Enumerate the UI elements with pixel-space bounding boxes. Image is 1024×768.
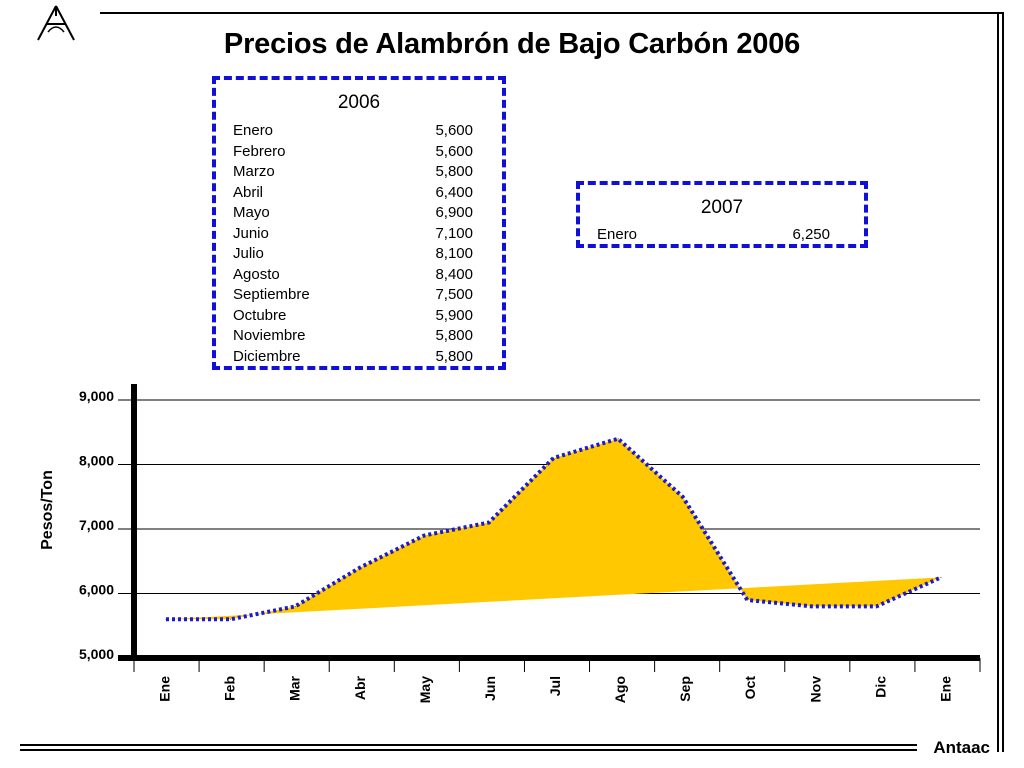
table-row: Enero 6,250 xyxy=(597,225,837,246)
table-row: Febrero 5,600 xyxy=(233,142,473,163)
x-tick-label: Dic xyxy=(872,676,888,698)
frame-top-line xyxy=(100,12,1004,14)
table-row: Octubre 5,900 xyxy=(233,306,473,327)
table-row: Diciembre 5,800 xyxy=(233,347,473,368)
data-point xyxy=(359,567,361,569)
footer-brand: Antaac xyxy=(933,738,990,757)
price-value: 7,500 xyxy=(435,286,473,303)
month-label: Abril xyxy=(233,183,264,201)
table-row: Enero 5,600 xyxy=(233,121,473,142)
table-row: Marzo 5,800 xyxy=(233,162,473,183)
data-point xyxy=(488,522,490,524)
data-point xyxy=(165,618,167,620)
month-label: Enero xyxy=(597,226,638,243)
table-2006-year: 2006 xyxy=(337,92,381,113)
data-point xyxy=(553,457,554,459)
month-label: Enero xyxy=(233,122,274,139)
price-value: 5,600 xyxy=(435,142,473,160)
frame-right-inner xyxy=(997,12,999,752)
table-row: Mayo 6,900 xyxy=(233,203,473,224)
x-tick-label: Mar xyxy=(287,675,303,700)
price-value: 8,100 xyxy=(435,245,473,262)
month-label: Agosto xyxy=(233,265,280,283)
data-point xyxy=(617,438,619,440)
month-label: Marzo xyxy=(233,163,275,180)
data-point xyxy=(940,576,942,578)
frame-bottom-outer xyxy=(20,749,917,751)
page-title: Precios de Alambrón de Bajo Carbón 2006 xyxy=(223,28,801,60)
price-value: 5,800 xyxy=(435,327,473,344)
x-tick-label: Jun xyxy=(482,676,498,701)
antaac-logo-icon xyxy=(37,5,75,41)
month-label: Febrero xyxy=(233,142,286,160)
data-point xyxy=(423,534,425,536)
y-tick-label: 5,000 xyxy=(79,646,114,662)
price-value: 5,800 xyxy=(435,347,473,365)
table-row: Septiembre 7,500 xyxy=(233,285,473,306)
month-label: Octubre xyxy=(233,306,287,324)
table-2006-box: 2006 Enero 5,600 Febrero 5,600 Marzo 5,800 Abr… xyxy=(212,76,506,370)
table-2007-rows: Enero 6,250 xyxy=(597,225,837,246)
price-value: 6,250 xyxy=(792,226,830,243)
price-area xyxy=(166,438,941,620)
month-label: Julio xyxy=(233,245,264,262)
price-value: 5,900 xyxy=(435,306,473,324)
table-row: Noviembre 5,800 xyxy=(233,326,473,347)
table-row: Agosto 8,400 xyxy=(233,265,473,286)
price-value: 7,100 xyxy=(435,224,473,242)
x-tick-label: Abr xyxy=(352,675,368,700)
month-label: Diciembre xyxy=(233,347,301,365)
data-point xyxy=(230,618,232,620)
x-tick-label: May xyxy=(417,676,433,703)
x-tick-label: Feb xyxy=(222,676,238,701)
table-row: Julio 8,100 xyxy=(233,244,473,265)
price-value: 5,800 xyxy=(435,163,473,180)
price-value: 8,400 xyxy=(435,265,473,283)
frame-right-outer xyxy=(1002,12,1004,752)
table-row: Abril 6,400 xyxy=(233,183,473,204)
y-tick-label: 6,000 xyxy=(79,582,114,598)
month-label: Junio xyxy=(233,224,269,242)
x-tick-label: Jul xyxy=(547,676,563,696)
month-label: Septiembre xyxy=(233,286,310,303)
x-tick-label: Oct xyxy=(742,676,758,700)
y-tick-label: 7,000 xyxy=(79,517,114,533)
month-label: Mayo xyxy=(233,204,270,221)
x-tick-label: Ene xyxy=(157,676,173,702)
frame-bottom-inner xyxy=(20,744,917,746)
x-tick-label: Ene xyxy=(937,676,953,702)
table-row: Junio 7,100 xyxy=(233,224,473,245)
data-point xyxy=(294,605,296,607)
data-point xyxy=(811,605,813,607)
data-point xyxy=(875,605,877,607)
y-axis-label: Pesos/Ton xyxy=(39,470,56,550)
table-2007-year: 2007 xyxy=(700,197,744,218)
table-2007-box: 2007 Enero 6,250 xyxy=(576,181,868,248)
x-tick-label: Sep xyxy=(677,676,693,702)
x-tick-label: Ago xyxy=(612,676,628,703)
y-tick-label: 8,000 xyxy=(79,453,114,469)
price-value: 5,600 xyxy=(435,122,473,139)
data-point xyxy=(682,496,684,498)
y-tick-label: 9,000 xyxy=(79,388,114,404)
data-point xyxy=(746,599,748,601)
month-label: Noviembre xyxy=(233,327,306,344)
price-value: 6,900 xyxy=(435,204,473,221)
table-2006-rows: Enero 5,600 Febrero 5,600 Marzo 5,800 Abril 6,4… xyxy=(233,121,473,367)
price-value: 6,400 xyxy=(435,183,473,201)
x-tick-label: Nov xyxy=(807,676,823,703)
